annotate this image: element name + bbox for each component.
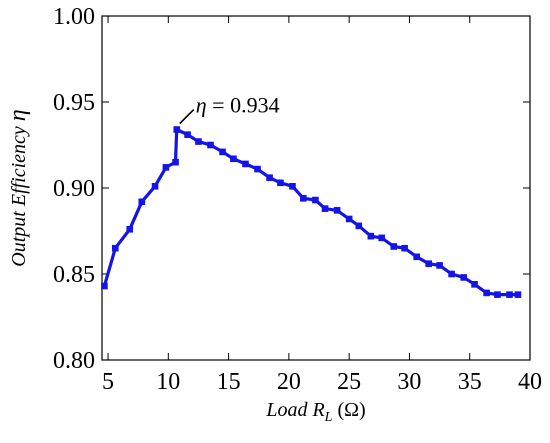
y-tick-label: 0.90 [53,176,95,202]
data-point [460,274,467,281]
series-line [102,127,520,297]
data-point [242,160,249,168]
y-axis-ticks: 0.80 0.85 0.90 0.95 1.00 [53,4,530,374]
data-point [378,234,386,242]
data-point [151,182,159,190]
annotation-leader [179,108,195,125]
data-point [367,232,375,240]
y-axis-title: Output Efficiency η [5,109,31,266]
y-tick-label: 0.95 [53,90,95,116]
annotation-label: η = 0.934 [196,93,280,118]
data-point [207,141,214,149]
data-point [101,282,108,290]
data-point [333,207,341,214]
data-point [436,262,443,269]
data-point [390,243,398,250]
data-point [254,165,261,173]
data-point [300,195,307,202]
data-point [413,253,420,261]
y-tick-label: 1.00 [53,4,95,30]
x-tick-label: 10 [156,369,180,395]
data-point [184,131,191,138]
data-point [425,260,433,267]
x-tick-label: 25 [337,369,361,395]
data-point [289,182,296,190]
data-point [162,164,170,171]
data-point [401,244,408,252]
data-point [345,215,353,223]
data-point [471,281,478,288]
data-point [277,179,284,187]
data-point [355,222,363,230]
data-point [219,148,226,156]
data-point [172,158,179,166]
annotation-group: η = 0.934 [179,93,280,125]
data-point [312,196,319,204]
data-point [483,289,490,297]
data-point [195,138,202,145]
data-point [448,270,455,278]
series-group [101,126,522,298]
y-tick-label: 0.85 [53,262,95,288]
plot-frame [101,15,531,361]
y-tick-label: 0.80 [53,348,95,374]
data-point [266,174,273,181]
data-point [514,291,522,298]
data-point [126,225,134,233]
x-tick-label: 15 [217,369,241,395]
x-tick-label: 5 [102,369,114,395]
data-point [230,155,237,163]
x-axis-title: Load RL (Ω) [265,399,365,425]
data-point [494,291,501,298]
data-point [173,126,181,133]
x-tick-label: 30 [397,369,421,395]
data-point [321,205,329,212]
data-point [506,291,513,298]
x-tick-label: 40 [518,369,542,395]
x-tick-label: 20 [277,369,301,395]
x-axis-ticks: 5 10 15 20 25 30 35 40 [102,16,542,395]
data-point [138,198,146,206]
x-tick-label: 35 [458,369,482,395]
data-point [111,244,119,252]
